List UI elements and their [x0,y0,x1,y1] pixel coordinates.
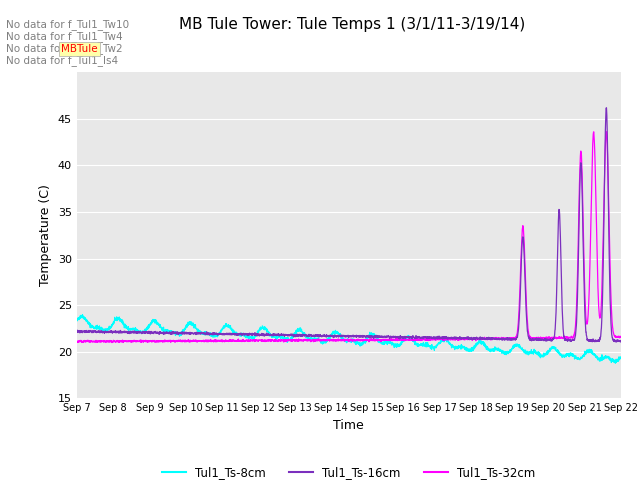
Text: No data for f_Tul1_Tw2: No data for f_Tul1_Tw2 [6,43,123,54]
Text: No data for f_Tul1_Tw4: No data for f_Tul1_Tw4 [6,31,123,42]
X-axis label: Time: Time [333,419,364,432]
Text: MB Tule Tower: Tule Temps 1 (3/1/11-3/19/14): MB Tule Tower: Tule Temps 1 (3/1/11-3/19… [179,17,525,32]
Y-axis label: Temperature (C): Temperature (C) [39,184,52,286]
Text: No data for f_Tul1_Tw10: No data for f_Tul1_Tw10 [6,19,129,30]
Text: MBTule: MBTule [61,44,97,54]
Legend: Tul1_Ts-8cm, Tul1_Ts-16cm, Tul1_Ts-32cm: Tul1_Ts-8cm, Tul1_Ts-16cm, Tul1_Ts-32cm [157,461,540,480]
Text: No data for f_Tul1_Is4: No data for f_Tul1_Is4 [6,55,118,66]
